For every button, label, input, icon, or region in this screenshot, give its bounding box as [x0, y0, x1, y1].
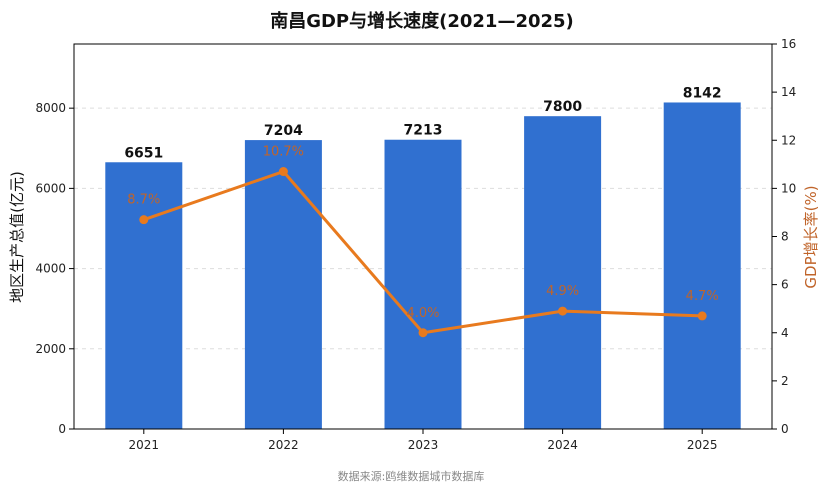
- right-y-tick-label: 10: [781, 181, 796, 195]
- left-y-tick-label: 0: [58, 422, 66, 436]
- growth-rate-label: 4.0%: [406, 306, 439, 321]
- x-tick-label: 2021: [129, 438, 160, 452]
- bar: [524, 116, 602, 429]
- x-axis-ticks: 2021 2022 2023 2024 2025: [129, 429, 718, 452]
- right-y-tick-label: 2: [781, 374, 789, 388]
- left-y-tick-label: 2000: [35, 342, 66, 356]
- right-y-tick-label: 8: [781, 230, 789, 244]
- chart-title: 南昌GDP与增长速度(2021—2025): [270, 10, 574, 32]
- growth-rate-point: [558, 306, 568, 316]
- bar-value-label: 7800: [543, 99, 582, 115]
- growth-rate-label: 8.7%: [127, 193, 160, 208]
- line-value-labels: 8.7% 10.7% 4.0% 4.9% 4.7%: [127, 145, 718, 321]
- bar-series: [105, 102, 741, 430]
- x-tick-label: 2025: [687, 438, 718, 452]
- right-y-axis-ticks: 0 2 4 6 8 10 12 14 16: [772, 37, 796, 436]
- bar: [384, 139, 462, 430]
- left-y-tick-label: 4000: [35, 262, 66, 276]
- right-y-tick-label: 6: [781, 278, 789, 292]
- bar: [244, 140, 322, 429]
- left-y-tick-label: 8000: [35, 101, 66, 115]
- bar: [663, 102, 741, 430]
- right-y-tick-label: 4: [781, 326, 789, 340]
- bar-value-label: 8142: [683, 85, 722, 101]
- growth-rate-point: [697, 311, 707, 321]
- right-y-tick-label: 0: [781, 422, 789, 436]
- right-y-axis-label: GDP增长率(%): [802, 185, 820, 288]
- bar-value-labels: 6651 7204 7213 7800 8142: [124, 85, 721, 161]
- right-y-tick-label: 14: [781, 85, 796, 99]
- right-y-tick-label: 16: [781, 37, 796, 51]
- growth-rate-point: [418, 328, 428, 338]
- bar-value-label: 7204: [264, 123, 303, 139]
- left-y-tick-label: 6000: [35, 181, 66, 195]
- bar: [105, 162, 183, 429]
- bar-value-label: 6651: [124, 145, 163, 161]
- growth-rate-label: 4.7%: [686, 289, 719, 304]
- source-note: 数据来源:鸥维数据城市数据库: [338, 469, 485, 483]
- growth-rate-label: 10.7%: [263, 145, 304, 160]
- growth-rate-point: [139, 215, 149, 225]
- x-tick-label: 2023: [408, 438, 439, 452]
- growth-rate-point: [278, 167, 288, 177]
- x-tick-label: 2024: [547, 438, 578, 452]
- left-y-axis-label: 地区生产总值(亿元): [8, 171, 26, 303]
- left-y-axis-ticks: 0 2000 4000 6000 8000: [35, 101, 74, 436]
- growth-rate-label: 4.9%: [546, 284, 579, 299]
- right-y-tick-label: 12: [781, 133, 796, 147]
- x-tick-label: 2022: [268, 438, 299, 452]
- bar-value-label: 7213: [404, 123, 443, 139]
- line-series: [139, 167, 707, 338]
